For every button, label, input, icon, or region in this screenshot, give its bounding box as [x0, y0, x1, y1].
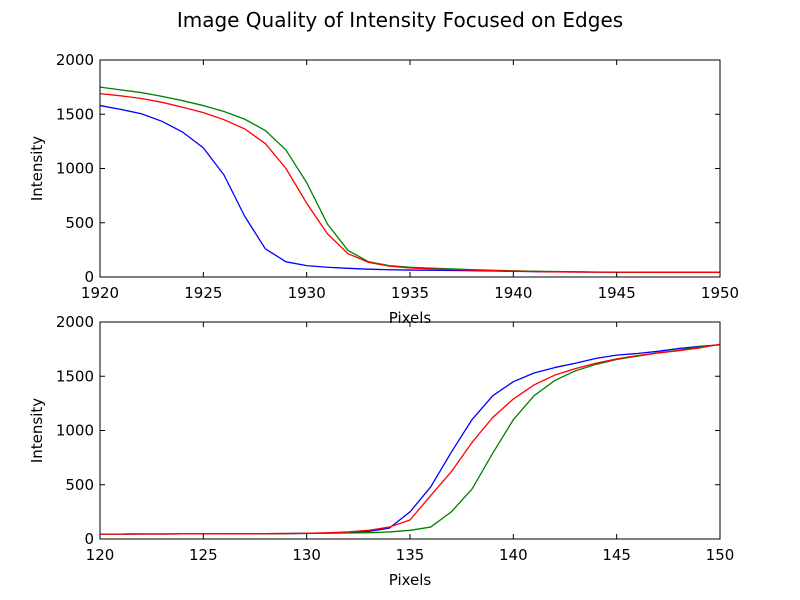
y-tick-label: 2000 [56, 313, 94, 331]
y-tick-label: 0 [84, 268, 94, 286]
series-line-3 [100, 343, 721, 535]
bottom-chart: 120 125 130 135 140 145 1500500100015002000Pix… [28, 313, 734, 589]
x-tick-label: 145 [602, 546, 631, 564]
y-tick-label: 500 [65, 476, 94, 494]
x-tick-label: 1950 [701, 284, 739, 302]
y-tick-label: 1500 [56, 105, 94, 123]
x-tick-label: 150 [706, 546, 735, 564]
y-tick-label: 0 [84, 530, 94, 548]
x-tick-label: 135 [396, 546, 425, 564]
x-tick-label: 140 [499, 546, 528, 564]
x-tick-label: 130 [292, 546, 321, 564]
y-tick-label: 2000 [56, 51, 94, 69]
y-axis-label: Intensity [28, 136, 46, 201]
x-tick-label: 1925 [184, 284, 222, 302]
y-axis-label: Intensity [28, 398, 46, 463]
figure-title: Image Quality of Intensity Focused on Ed… [177, 8, 623, 32]
x-tick-label: 1945 [598, 284, 636, 302]
y-tick-label: 1500 [56, 367, 94, 385]
x-tick-label: 125 [189, 546, 218, 564]
y-tick-label: 500 [65, 214, 94, 232]
x-tick-label: 120 [86, 546, 115, 564]
x-axis-label: Pixels [389, 571, 432, 589]
x-tick-label: 1935 [391, 284, 429, 302]
top-chart: 1920 1925 1930 1935 1940 1945 1950 0 500 1000 1500… [28, 51, 739, 327]
x-tick-label: 1940 [494, 284, 532, 302]
y-tick-label: 1000 [56, 422, 94, 440]
x-tick-label: 1920 [81, 284, 119, 302]
x-tick-label: 1930 [288, 284, 326, 302]
y-tick-label: 1000 [56, 160, 94, 178]
